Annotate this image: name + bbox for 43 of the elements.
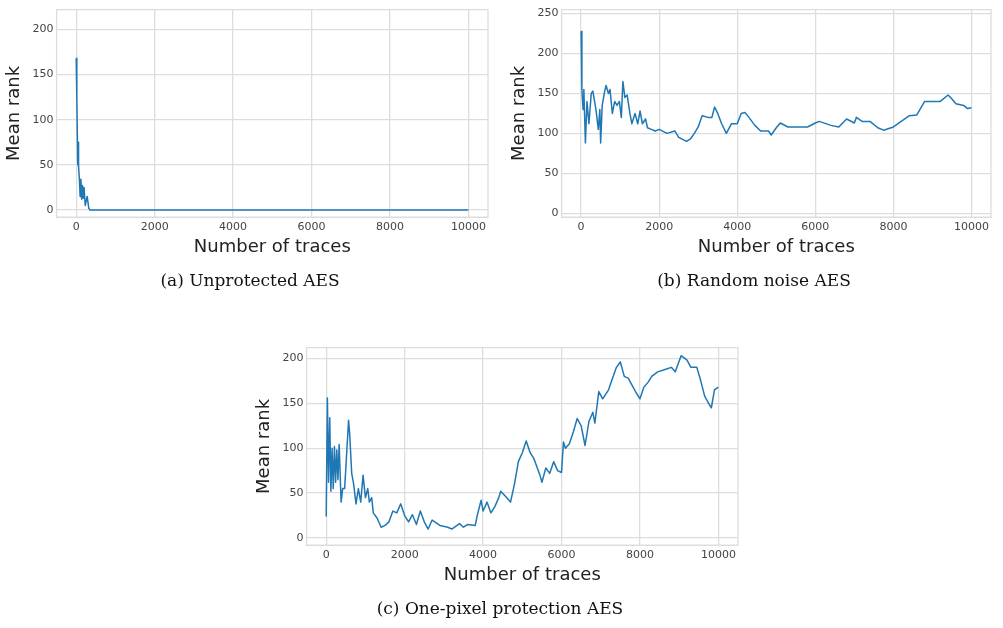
text: (c) One-pixel protection AES: [375, 598, 625, 618]
y-tick-label: 50: [39, 157, 54, 171]
y-tick-label: 0: [46, 202, 54, 216]
x-tick-label: 8000: [625, 547, 654, 561]
text: (b) Random noise AES: [656, 270, 852, 290]
x-tick-label: 0: [322, 547, 330, 561]
x-tick-label: 0: [72, 219, 80, 233]
y-tick-label: 200: [537, 46, 559, 60]
text: (a) Unprotected AES: [159, 270, 341, 290]
y-tick-label: 150: [282, 396, 304, 410]
y-tick-label: 150: [32, 67, 54, 81]
x-tick-label: 4000: [219, 219, 248, 233]
y-tick-label: 100: [537, 126, 559, 140]
x-tick-label: 2000: [390, 547, 419, 561]
x-tick-label: 10000: [700, 547, 736, 561]
y-tick-label: 0: [551, 206, 559, 220]
y-tick-label: 250: [537, 6, 559, 20]
x-tick-label: 6000: [297, 219, 326, 233]
x-tick-label: 2000: [645, 219, 674, 233]
x-tick-label: 8000: [375, 219, 404, 233]
x-tick-label: 6000: [547, 547, 576, 561]
y-tick-label: 100: [282, 441, 304, 455]
x-tick-label: 0: [577, 219, 585, 233]
x-axis-title: Number of traces: [193, 234, 351, 256]
x-tick-label: 2000: [140, 219, 169, 233]
x-tick-label: 4000: [723, 219, 752, 233]
x-tick-label: 10000: [953, 219, 989, 233]
y-axis-title: Mean rank: [507, 65, 529, 161]
y-axis-title: Mean rank: [252, 398, 274, 494]
x-axis-title: Number of traces: [443, 562, 601, 584]
x-tick-label: 8000: [879, 219, 908, 233]
x-axis-title: Number of traces: [697, 234, 855, 256]
y-tick-label: 200: [32, 22, 54, 36]
y-tick-label: 100: [32, 112, 54, 126]
y-tick-label: 50: [289, 485, 304, 499]
y-tick-label: 200: [282, 351, 304, 365]
x-tick-label: 6000: [801, 219, 830, 233]
y-axis-title: Mean rank: [2, 65, 24, 161]
y-tick-label: 50: [544, 166, 559, 180]
x-tick-label: 10000: [450, 219, 486, 233]
x-tick-label: 4000: [469, 547, 498, 561]
y-tick-label: 0: [296, 530, 304, 544]
y-tick-label: 150: [537, 86, 559, 100]
